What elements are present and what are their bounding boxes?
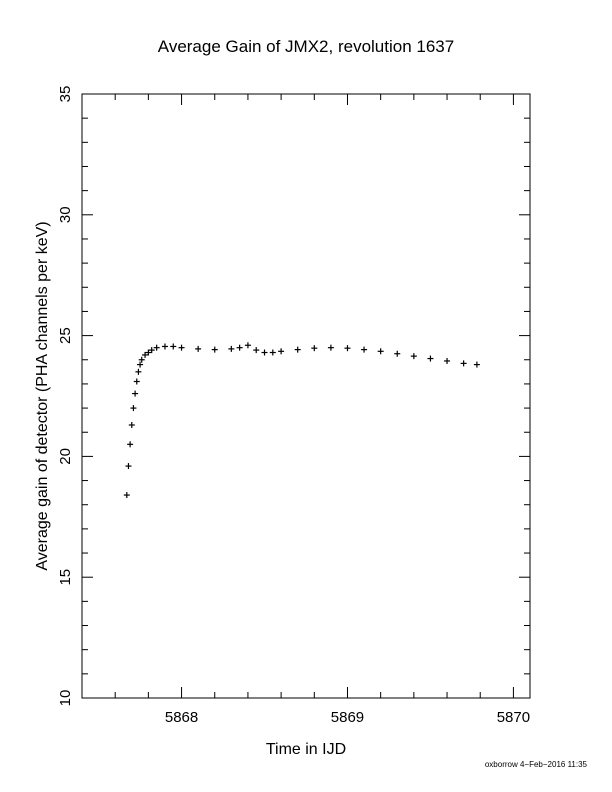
- data-point: [444, 357, 451, 364]
- axis-ticks: [81, 93, 530, 699]
- data-point: [137, 361, 144, 368]
- data-points: [123, 342, 480, 499]
- data-point: [178, 344, 185, 351]
- data-point: [473, 361, 480, 368]
- data-point: [377, 348, 384, 355]
- data-point: [361, 346, 368, 353]
- y-tick-label: 35: [57, 86, 74, 103]
- data-point: [125, 463, 132, 470]
- data-point: [244, 342, 251, 349]
- x-tick-label: 5868: [165, 709, 198, 726]
- data-point: [228, 345, 235, 352]
- data-point: [261, 349, 268, 356]
- data-point: [427, 355, 434, 362]
- data-point: [460, 360, 467, 367]
- data-point: [294, 346, 301, 353]
- data-point: [211, 346, 218, 353]
- y-tick-label: 10: [57, 690, 74, 707]
- data-point: [133, 378, 140, 385]
- data-point: [327, 344, 334, 351]
- data-point: [269, 349, 276, 356]
- data-point: [145, 349, 152, 356]
- data-point: [253, 347, 260, 354]
- data-point: [161, 343, 168, 350]
- data-point: [148, 347, 155, 354]
- y-tick-label: 25: [57, 327, 74, 344]
- data-point: [195, 345, 202, 352]
- x-tick-label: 5870: [497, 709, 530, 726]
- y-tick-label: 30: [57, 206, 74, 223]
- axis-tick-labels: 5868 5869 5870 10 15 20 25 30 35: [57, 86, 530, 726]
- y-tick-label: 15: [57, 569, 74, 586]
- data-point: [170, 343, 177, 350]
- plot-frame: [81, 93, 531, 699]
- chart-title: Average Gain of JMX2, revolution 1637: [158, 37, 454, 56]
- data-point: [138, 356, 145, 363]
- data-point: [127, 441, 134, 448]
- data-point: [153, 344, 160, 351]
- data-point: [130, 405, 137, 412]
- data-point: [142, 351, 149, 358]
- data-point: [394, 350, 401, 357]
- data-point: [135, 368, 142, 375]
- footer-timestamp: oxborrow 4−Feb−2016 11:35: [485, 760, 588, 769]
- data-point: [344, 345, 351, 352]
- data-point: [132, 390, 139, 397]
- y-axis-label: Average gain of detector (PHA channels p…: [34, 221, 51, 570]
- y-tick-label: 20: [57, 448, 74, 465]
- data-point: [236, 344, 243, 351]
- data-point: [123, 492, 130, 499]
- data-point: [278, 348, 285, 355]
- data-point: [410, 353, 417, 360]
- data-point: [311, 345, 318, 352]
- data-point: [128, 421, 135, 428]
- x-axis-label: Time in IJD: [266, 741, 346, 758]
- x-tick-label: 5869: [331, 709, 364, 726]
